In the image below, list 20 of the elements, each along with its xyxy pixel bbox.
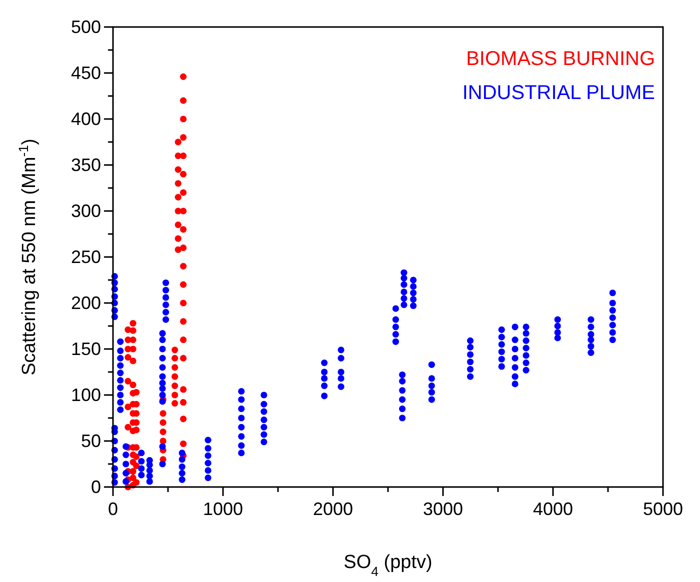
y-tick-label: 150	[70, 339, 101, 359]
y-tick-label: 50	[80, 431, 101, 451]
text: INDUSTRIAL PLUME	[462, 82, 655, 104]
x-tick-label: 1000	[202, 499, 244, 519]
y-tick-label: 200	[70, 293, 101, 313]
y-tick-label: 250	[70, 247, 101, 267]
y-tick-label: 500	[70, 17, 101, 37]
y-tick-label: 300	[70, 201, 101, 221]
x-tick-label: 5000	[642, 499, 684, 519]
text: BIOMASS BURNING	[466, 48, 655, 70]
y-tick-label: 450	[70, 63, 101, 83]
x-tick-label: 3000	[422, 499, 464, 519]
y-tick-label: 0	[90, 477, 101, 497]
x-axis-title: SO$_{4}$ (pptv)	[344, 552, 432, 578]
y-tick-label: 350	[70, 155, 101, 175]
x-tick-label: 2000	[312, 499, 354, 519]
y-tick-label: 100	[70, 385, 101, 405]
y-tick-label: 400	[70, 109, 101, 129]
x-tick-label: 4000	[532, 499, 574, 519]
x-tick-label: 0	[108, 499, 118, 519]
